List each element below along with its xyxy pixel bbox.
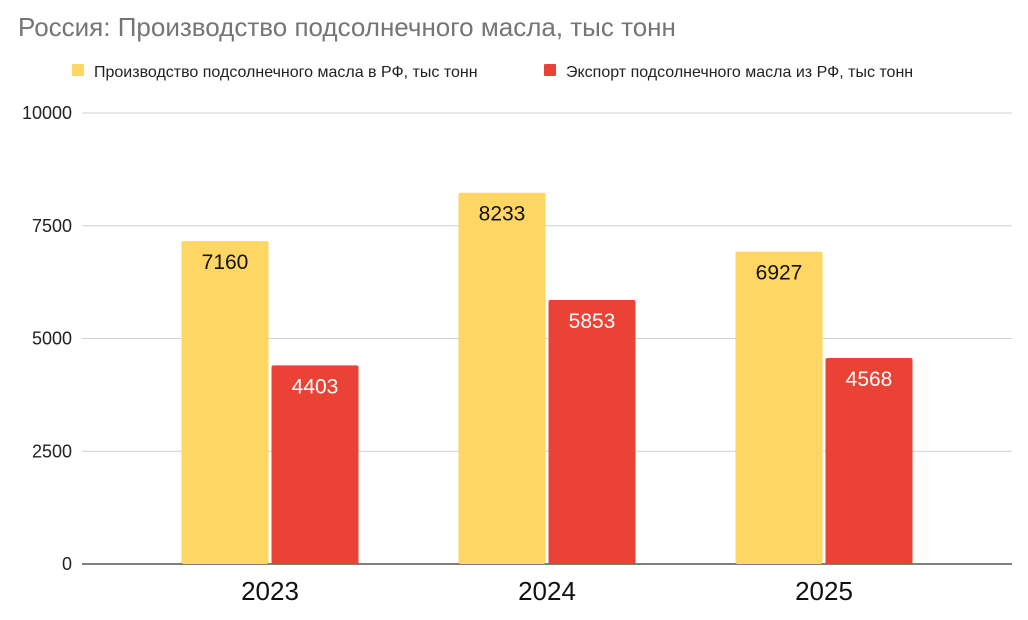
legend-swatch-production: [72, 64, 84, 76]
data-label-production-2025: 6927: [756, 262, 803, 285]
data-label-production-2024: 8233: [479, 203, 526, 226]
y-tick-label: 10000: [22, 103, 72, 123]
bar-production-2024: [458, 192, 546, 564]
y-axis-tick-labels: 0 2500 5000 7500 10000: [22, 103, 72, 574]
legend-label-export: Экспорт подсолнечного масла из РФ, тыс т…: [566, 64, 913, 81]
y-tick-label: 0: [62, 554, 72, 574]
data-label-export-2023: 4403: [292, 375, 339, 398]
x-tick-label: 2023: [241, 576, 299, 606]
legend: Производство подсолнечного масла в РФ, т…: [72, 64, 913, 81]
legend-label-production: Производство подсолнечного масла в РФ, т…: [94, 64, 478, 81]
chart-title: Россия: Производство подсолнечного масла…: [18, 12, 676, 42]
data-label-export-2024: 5853: [569, 310, 616, 333]
bar-production-2025: [735, 251, 823, 565]
bar-export-2024: [548, 300, 636, 564]
bar-production-2023: [181, 241, 269, 565]
data-label-export-2025: 4568: [846, 368, 893, 391]
y-tick-label: 5000: [32, 329, 72, 349]
y-tick-label: 2500: [32, 441, 72, 461]
bars: [181, 192, 913, 565]
data-label-production-2023: 7160: [202, 251, 249, 274]
data-labels: 7160 4403 8233 5853 6927 4568: [202, 203, 893, 399]
x-tick-label: 2025: [795, 576, 853, 606]
x-axis-tick-labels: 2023 2024 2025: [241, 576, 853, 606]
y-tick-label: 7500: [32, 216, 72, 236]
legend-swatch-export: [544, 64, 556, 76]
x-tick-label: 2024: [518, 576, 576, 606]
bar-export-2025: [825, 357, 913, 564]
bar-export-2023: [271, 365, 359, 564]
